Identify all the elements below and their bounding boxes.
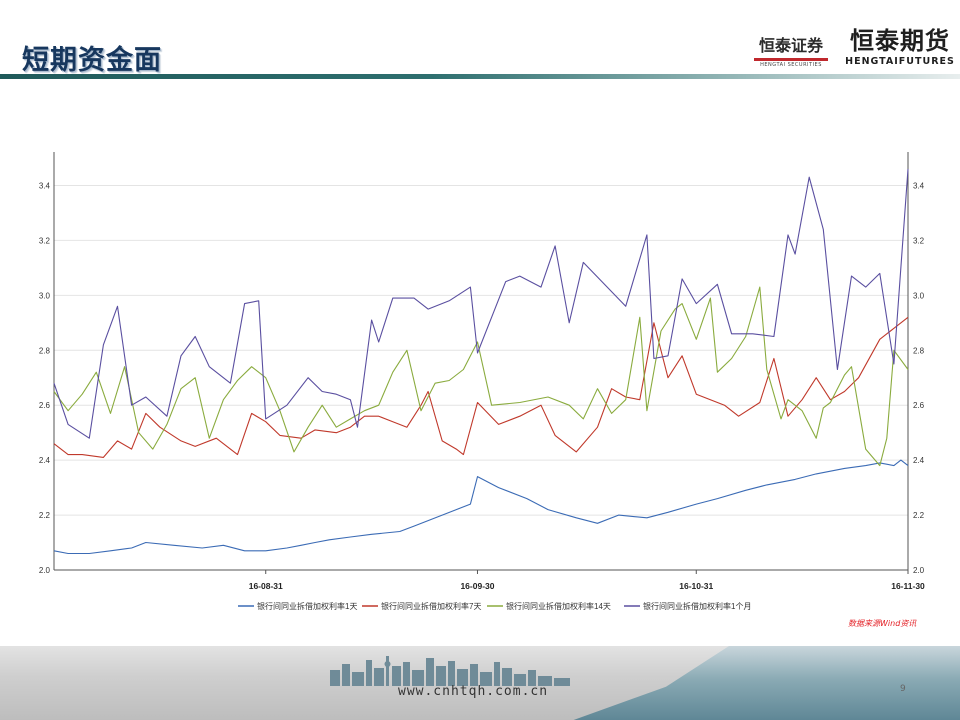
legend-label-4: 银行间同业拆借加权利率1个月 xyxy=(643,601,751,611)
series-line-4 xyxy=(53,168,909,439)
logo-futures-en: HENGTAIFUTURES xyxy=(845,56,955,67)
series-line-2 xyxy=(53,316,909,458)
hengtai-securities-logo: 恒泰证券 HENGTAI SECURITIES xyxy=(752,36,830,68)
x-tick-16-09-30: 16-09-30 xyxy=(460,581,494,591)
city-skyline-image xyxy=(330,656,570,686)
y-tick-left-2.8: 2.8 xyxy=(39,346,51,355)
series-line-3 xyxy=(53,286,909,467)
y-tick-right-3.2: 3.2 xyxy=(913,236,925,245)
x-tick-16-08-31: 16-08-31 xyxy=(249,581,283,591)
website-url: www.cnhtqh.com.cn xyxy=(398,684,549,699)
y-tick-left-3.4: 3.4 xyxy=(39,181,51,190)
interbank-rate-line-chart: 2.0 2.0 2.2 2.2 2.4 2.4 2.6 2.6 2.8 2.8 3.0 3.0 3.2 3… xyxy=(39,152,925,611)
y-tick-right-3.0: 3.0 xyxy=(913,291,925,300)
logo-securities-rule xyxy=(754,58,828,61)
footer-banner xyxy=(0,646,960,720)
logo-futures-cn: 恒泰期货 xyxy=(850,27,950,55)
y-tick-left-2.6: 2.6 xyxy=(39,401,51,410)
y-tick-right-2.8: 2.8 xyxy=(913,346,925,355)
y-tick-left-2.0: 2.0 xyxy=(39,566,51,575)
data-source-note: 数据来源Wind资讯 xyxy=(848,619,917,628)
logo-securities-cn: 恒泰证券 xyxy=(758,36,823,55)
series-line-1 xyxy=(53,459,909,555)
hengtai-futures-logo: 恒泰期货 HENGTAIFUTURES xyxy=(844,26,956,67)
y-tick-right-3.4: 3.4 xyxy=(913,181,925,190)
legend-label-2: 银行间同业拆借加权利率7天 xyxy=(381,601,481,611)
y-tick-left-3.0: 3.0 xyxy=(39,291,51,300)
legend-label-1: 银行间同业拆借加权利率1天 xyxy=(257,601,357,611)
page-title: 短期资金面 xyxy=(22,45,162,76)
x-tick-16-11-30: 16-11-30 xyxy=(891,581,925,591)
logo-securities-en: HENGTAI SECURITIES xyxy=(760,62,822,68)
y-tick-left-2.2: 2.2 xyxy=(39,511,51,520)
header-divider xyxy=(0,74,960,79)
legend-label-3: 银行间同业拆借加权利率14天 xyxy=(506,601,611,611)
y-tick-right-2.6: 2.6 xyxy=(913,401,925,410)
page-number: 9 xyxy=(900,684,906,694)
y-tick-right-2.0: 2.0 xyxy=(913,566,925,575)
y-tick-right-2.4: 2.4 xyxy=(913,456,925,465)
x-tick-16-10-31: 16-10-31 xyxy=(679,581,713,591)
y-tick-left-2.4: 2.4 xyxy=(39,456,51,465)
y-tick-right-2.2: 2.2 xyxy=(913,511,925,520)
footer-sea xyxy=(573,646,960,720)
y-tick-left-3.2: 3.2 xyxy=(39,236,51,245)
